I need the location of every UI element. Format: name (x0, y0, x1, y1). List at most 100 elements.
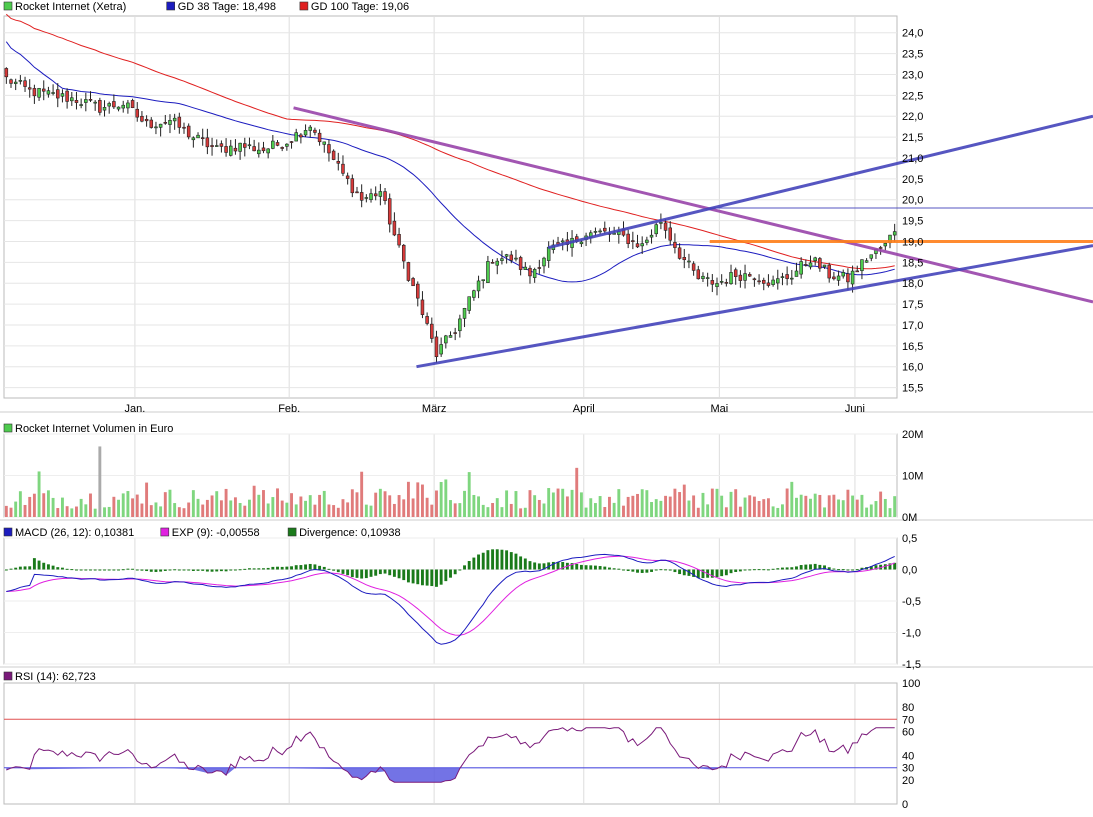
volume-bar (509, 503, 513, 517)
candle-body (27, 87, 32, 90)
volume-bar (383, 491, 387, 517)
candle-body (762, 279, 766, 284)
volume-bar (710, 488, 714, 517)
macd-divergence-bar (860, 567, 864, 570)
candle-body (715, 283, 719, 288)
volume-bar (18, 491, 22, 517)
macd-divergence-bar (673, 569, 677, 573)
candle-body (397, 234, 401, 246)
legend-label: EXP (9): -0,00558 (172, 527, 260, 539)
macd-divergence-bar (378, 569, 382, 575)
month-label: Mai (710, 403, 728, 415)
volume-bar (678, 492, 682, 517)
price-y-tick: 15,5 (902, 383, 923, 395)
macd-divergence-bar (463, 565, 466, 570)
volume-bar (313, 504, 317, 517)
macd-divergence-bar (481, 552, 485, 570)
macd-divergence-bar (720, 569, 724, 577)
volume-bar (294, 504, 298, 517)
candle-body (832, 276, 836, 280)
macd-divergence-bar (46, 564, 50, 570)
candle-body (163, 122, 168, 124)
macd-divergence-bar (883, 564, 887, 570)
candle-body (467, 296, 471, 311)
macd-divergence-bar (89, 569, 92, 571)
candle-body (794, 270, 799, 277)
volume-bar (673, 488, 677, 517)
volume-bar (290, 493, 293, 517)
macd-divergence-bar (593, 565, 597, 570)
macd-divergence-bar (271, 566, 275, 570)
macd-divergence-bar (304, 564, 308, 570)
volume-bar (823, 507, 826, 517)
macd-divergence-bar (149, 569, 153, 572)
candle-body (383, 191, 387, 201)
candle-body (172, 117, 177, 122)
candle-body (476, 280, 481, 292)
candle-body (345, 175, 350, 179)
price-y-tick: 17,5 (902, 299, 923, 311)
candle-body (182, 126, 186, 129)
volume-bar (640, 489, 644, 517)
macd-divergence-bar (430, 569, 434, 587)
macd-divergence-bar (4, 569, 8, 571)
macd-divergence-bar (32, 558, 36, 570)
candle-body (439, 344, 443, 355)
legend-label: RSI (14): 62,723 (15, 671, 96, 683)
macd-divergence-bar (79, 569, 83, 571)
macd-divergence-bar (196, 569, 200, 571)
volume-bar (472, 494, 476, 517)
macd-divergence-bar (893, 562, 897, 570)
candle-body (631, 240, 635, 242)
volume-bar (463, 490, 466, 517)
candle-body (827, 264, 831, 279)
volume-bar (369, 505, 373, 517)
macd-divergence-bar (84, 569, 88, 571)
macd-divergence-bar (650, 569, 653, 572)
legend-label: GD 38 Tage: 18,498 (178, 1, 276, 13)
volume-bar (163, 492, 167, 517)
volume-bar (103, 507, 106, 517)
candle-body (598, 230, 602, 233)
macd-divergence-bar (766, 569, 770, 571)
macd-divergence-bar (9, 568, 13, 570)
volume-bar (724, 507, 728, 517)
candle-body (462, 308, 467, 319)
candle-body (369, 193, 373, 201)
volume-bar (140, 503, 144, 517)
candle-body (107, 103, 111, 107)
volume-bar (439, 481, 443, 517)
volume-bar (626, 496, 630, 517)
macd-divergence-bar (313, 564, 317, 570)
volume-bar (706, 504, 710, 517)
candle-body (776, 278, 780, 284)
macd-divergence-bar (589, 565, 593, 570)
volume-bar (32, 493, 36, 517)
volume-bar (98, 446, 102, 517)
candle-body (448, 335, 453, 338)
candle-body (434, 336, 439, 358)
volume-bar (888, 508, 892, 517)
month-label: April (573, 403, 595, 415)
volume-bar (523, 507, 527, 517)
macd-divergence-bar (416, 569, 420, 585)
macd-divergence-bar (18, 566, 22, 570)
macd-divergence-bar (664, 569, 668, 571)
candle-body (860, 259, 864, 272)
volume-bar (608, 496, 611, 517)
macd-divergence-bar (795, 566, 798, 570)
volume-bar (874, 501, 878, 517)
macd-divergence-bar (364, 569, 368, 579)
macd-divergence-bar (75, 569, 78, 571)
volume-bar (668, 496, 672, 517)
volume-bar (720, 495, 724, 517)
volume-bar (491, 503, 495, 517)
legend-swatch (160, 527, 170, 537)
volume-bar (149, 505, 153, 517)
candle-body (266, 148, 270, 154)
candle-body (855, 270, 860, 273)
candle-body (313, 129, 317, 133)
candle-body (252, 146, 256, 152)
legend-swatch (3, 527, 13, 537)
